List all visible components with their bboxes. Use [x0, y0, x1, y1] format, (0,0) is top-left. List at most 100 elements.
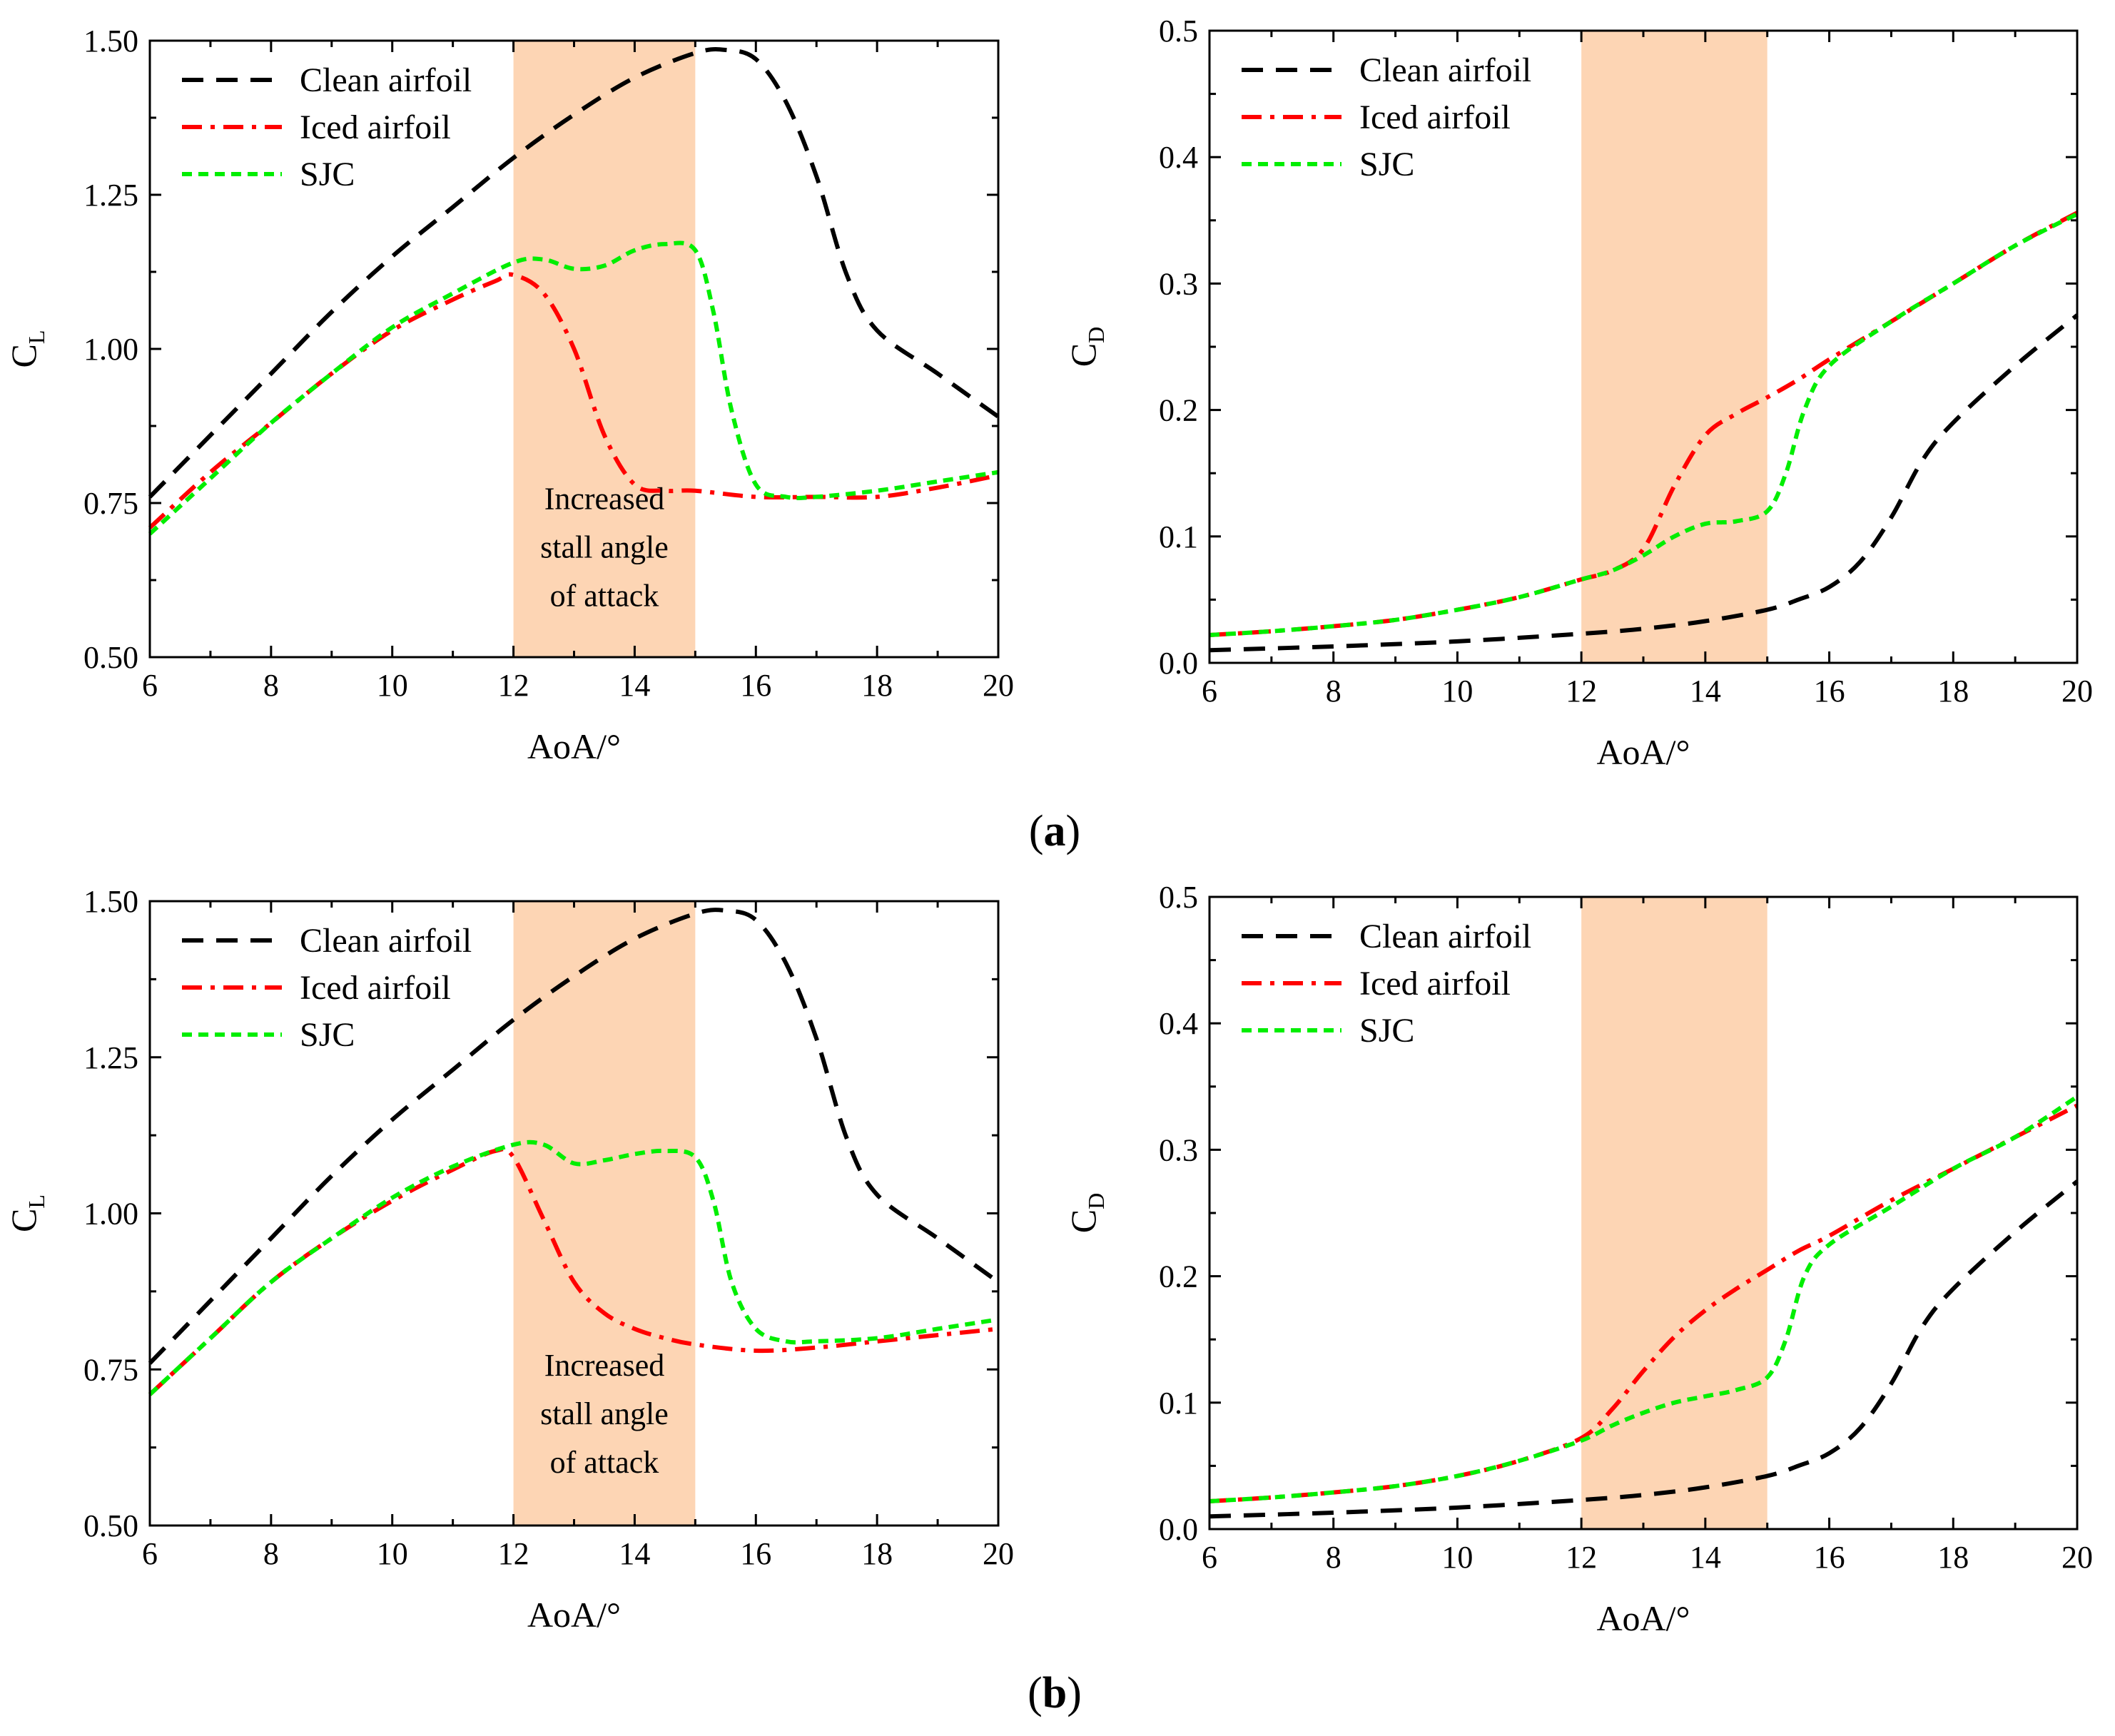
x-tick-label: 8 [263, 1536, 279, 1571]
shaded-region [513, 901, 696, 1526]
y-axis-title-main: C [4, 1209, 44, 1232]
legend-label: Iced airfoil [300, 108, 451, 146]
series-line-clean-airfoil [148, 46, 1000, 499]
y-tick-label: 0.50 [83, 640, 138, 675]
x-axis-title: AoA/° [1596, 1598, 1690, 1638]
panel-label-a: (a) [1029, 807, 1080, 856]
annotation-line: stall angle [540, 530, 669, 565]
y-tick-label: 0.50 [83, 1508, 138, 1543]
legend: Clean airfoil Iced airfoil SJC [1242, 51, 1531, 183]
shaded-region [513, 41, 696, 657]
x-tick-label: 14 [619, 1536, 650, 1571]
chart-b-left: Increased stall angle of attack 6 8 10 12 14 16 1… [4, 884, 1014, 1635]
legend-label: Iced airfoil [300, 969, 451, 1007]
panel-label-b: (b) [1028, 1669, 1082, 1717]
x-tick-label: 10 [377, 1536, 408, 1571]
annotation-line: Increased [544, 1348, 665, 1383]
y-axis-title-sub: D [1083, 1193, 1109, 1209]
x-tick-label: 20 [2061, 674, 2093, 709]
panel-label-open: ( [1028, 1669, 1043, 1717]
y-axis-title: CL [4, 1194, 49, 1232]
y-axis-title: CD [1063, 327, 1109, 367]
x-tick-label: 12 [498, 1536, 529, 1571]
legend-label: SJC [300, 1016, 355, 1054]
legend-label: SJC [1359, 146, 1414, 183]
x-tick-label: 18 [1937, 1540, 1969, 1575]
y-tick-label: 0.1 [1159, 519, 1198, 554]
y-tick-label: 1.25 [83, 178, 138, 213]
x-tick-label: 10 [377, 668, 408, 703]
x-tick-label: 16 [1814, 674, 1845, 709]
y-tick-label: 0.75 [83, 486, 138, 521]
x-tick-label: 6 [142, 668, 158, 703]
series-line-iced-airfoil [1209, 1103, 2079, 1503]
x-tick-label: 12 [498, 668, 529, 703]
legend-label: Iced airfoil [1359, 965, 1511, 1002]
x-tick-label: 10 [1441, 1540, 1473, 1575]
x-tick-label: 6 [1202, 1540, 1217, 1575]
shaded-region [1581, 897, 1767, 1529]
y-tick-label: 0.2 [1159, 393, 1198, 428]
x-tick-label: 8 [1326, 674, 1341, 709]
y-tick-label: 0.3 [1159, 1132, 1198, 1167]
chart-b-right: 6 8 10 12 14 16 18 200.00.10.20.30.40.5AoA/°CDC… [1063, 880, 2093, 1638]
series-line-clean-airfoil [148, 908, 1000, 1365]
panel-label-open: ( [1029, 807, 1044, 856]
legend: Clean airfoil Iced airfoil SJC [1242, 918, 1531, 1050]
y-axis-title: CD [1063, 1193, 1109, 1233]
legend-label: Clean airfoil [1359, 51, 1531, 89]
legend: Clean airfoil Iced airfoil SJC [182, 922, 472, 1054]
y-axis-title-sub: L [24, 330, 49, 345]
y-tick-label: 0.2 [1159, 1259, 1198, 1294]
y-axis-title-main: C [4, 344, 44, 367]
y-tick-label: 0.0 [1159, 646, 1198, 681]
x-tick-label: 16 [740, 668, 771, 703]
y-tick-label: 0.75 [83, 1352, 138, 1387]
x-axis-title: AoA/° [1596, 732, 1690, 772]
x-tick-label: 6 [1202, 674, 1217, 709]
y-axis-title-sub: D [1083, 327, 1109, 343]
x-axis-title: AoA/° [527, 1595, 621, 1635]
annotation-line: stall angle [540, 1396, 669, 1431]
panel-label-close: ) [1066, 807, 1081, 856]
legend-label: Clean airfoil [300, 922, 472, 960]
x-tick-label: 6 [142, 1536, 158, 1571]
x-tick-label: 18 [1937, 674, 1969, 709]
y-axis-title-main: C [1063, 1209, 1103, 1233]
legend-label: Clean airfoil [1359, 918, 1531, 955]
x-tick-label: 20 [983, 668, 1014, 703]
series-line-sjc [1209, 212, 2079, 637]
annotation-line: of attack [550, 1445, 659, 1480]
y-tick-label: 0.3 [1159, 266, 1198, 301]
y-tick-label: 0.1 [1159, 1386, 1198, 1421]
series-line-sjc [148, 240, 999, 536]
panel-label-close: ) [1067, 1669, 1082, 1717]
y-tick-label: 0.4 [1159, 140, 1198, 175]
legend-label: Iced airfoil [1359, 98, 1511, 136]
y-axis-title: CL [4, 330, 49, 368]
shaded-region [1581, 31, 1767, 663]
y-tick-label: 1.25 [83, 1040, 138, 1075]
series-line-sjc [1209, 1095, 2079, 1503]
y-axis-title-main: C [1063, 343, 1103, 367]
x-tick-label: 18 [861, 1536, 893, 1571]
x-tick-label: 14 [1690, 1540, 1721, 1575]
x-tick-label: 8 [263, 668, 279, 703]
series-line-sjc [148, 1139, 999, 1396]
x-tick-label: 20 [983, 1536, 1014, 1571]
x-tick-label: 16 [740, 1536, 771, 1571]
x-tick-label: 20 [2061, 1540, 2093, 1575]
y-tick-label: 0.0 [1159, 1512, 1198, 1547]
panel-label-letter: b [1043, 1669, 1067, 1717]
x-tick-label: 8 [1326, 1540, 1341, 1575]
legend-label: SJC [1359, 1012, 1414, 1050]
y-tick-label: 0.5 [1159, 880, 1198, 915]
y-axis-title-sub: L [24, 1194, 49, 1209]
panel-label-letter: a [1044, 807, 1066, 856]
x-tick-label: 10 [1441, 674, 1473, 709]
x-tick-label: 14 [1690, 674, 1721, 709]
x-tick-label: 12 [1566, 674, 1597, 709]
x-tick-label: 14 [619, 668, 650, 703]
x-tick-label: 12 [1566, 1540, 1597, 1575]
